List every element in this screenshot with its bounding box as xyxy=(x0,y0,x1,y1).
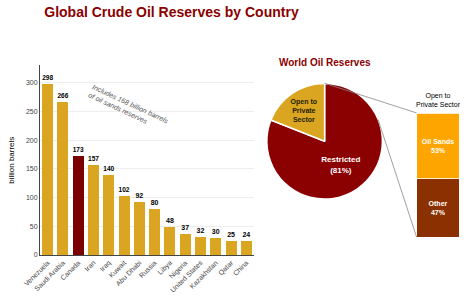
svg-text:0: 0 xyxy=(34,251,38,258)
svg-text:Open toPrivateSector: Open toPrivateSector xyxy=(291,98,317,123)
svg-text:150: 150 xyxy=(26,165,38,172)
svg-text:102: 102 xyxy=(119,186,130,193)
svg-text:Global Crude Oil Reserves by C: Global Crude Oil Reserves by Country xyxy=(44,4,299,20)
svg-text:200: 200 xyxy=(26,137,38,144)
svg-text:billion barrels: billion barrels xyxy=(7,137,16,184)
svg-text:157: 157 xyxy=(88,155,99,162)
svg-text:Oil Sands53%: Oil Sands53% xyxy=(422,138,454,154)
svg-text:Restricted(81%): Restricted(81%) xyxy=(321,155,360,174)
svg-text:Iraq: Iraq xyxy=(98,259,112,273)
svg-text:32: 32 xyxy=(197,227,205,234)
svg-text:298: 298 xyxy=(42,74,53,81)
svg-text:Iran: Iran xyxy=(83,259,97,273)
svg-text:World Oil Reserves: World Oil Reserves xyxy=(279,57,371,68)
svg-text:92: 92 xyxy=(135,192,143,199)
svg-text:Saudi Arabia: Saudi Arabia xyxy=(33,259,66,292)
svg-text:266: 266 xyxy=(57,92,68,99)
svg-text:173: 173 xyxy=(73,146,84,153)
svg-text:37: 37 xyxy=(181,224,189,231)
svg-text:30: 30 xyxy=(212,228,220,235)
svg-text:China: China xyxy=(232,259,250,277)
svg-text:Other47%: Other47% xyxy=(429,200,448,216)
svg-text:Open toPrivate Sector: Open toPrivate Sector xyxy=(416,92,461,108)
svg-text:25: 25 xyxy=(227,231,235,238)
svg-text:Qatar: Qatar xyxy=(217,259,236,278)
svg-text:50: 50 xyxy=(30,223,38,230)
svg-text:48: 48 xyxy=(166,217,174,224)
svg-text:Includes 168 billion barrelsof: Includes 168 billion barrelsof oil sands… xyxy=(87,83,169,133)
svg-text:140: 140 xyxy=(103,165,114,172)
svg-text:24: 24 xyxy=(242,231,250,238)
svg-text:United States: United States xyxy=(169,259,204,294)
svg-text:250: 250 xyxy=(26,108,38,115)
svg-text:Nigeria: Nigeria xyxy=(168,259,189,280)
svg-text:100: 100 xyxy=(26,194,38,201)
svg-text:Russia: Russia xyxy=(138,259,158,279)
svg-text:300: 300 xyxy=(26,79,38,86)
svg-text:Kuwait: Kuwait xyxy=(107,259,127,279)
svg-text:Abu Dhabi: Abu Dhabi xyxy=(114,259,142,287)
svg-text:Kazakhstan: Kazakhstan xyxy=(188,259,219,290)
svg-text:Libya: Libya xyxy=(156,259,174,277)
svg-text:80: 80 xyxy=(151,199,159,206)
svg-text:Venezuela: Venezuela xyxy=(23,259,51,287)
svg-text:Canada: Canada xyxy=(59,259,81,281)
